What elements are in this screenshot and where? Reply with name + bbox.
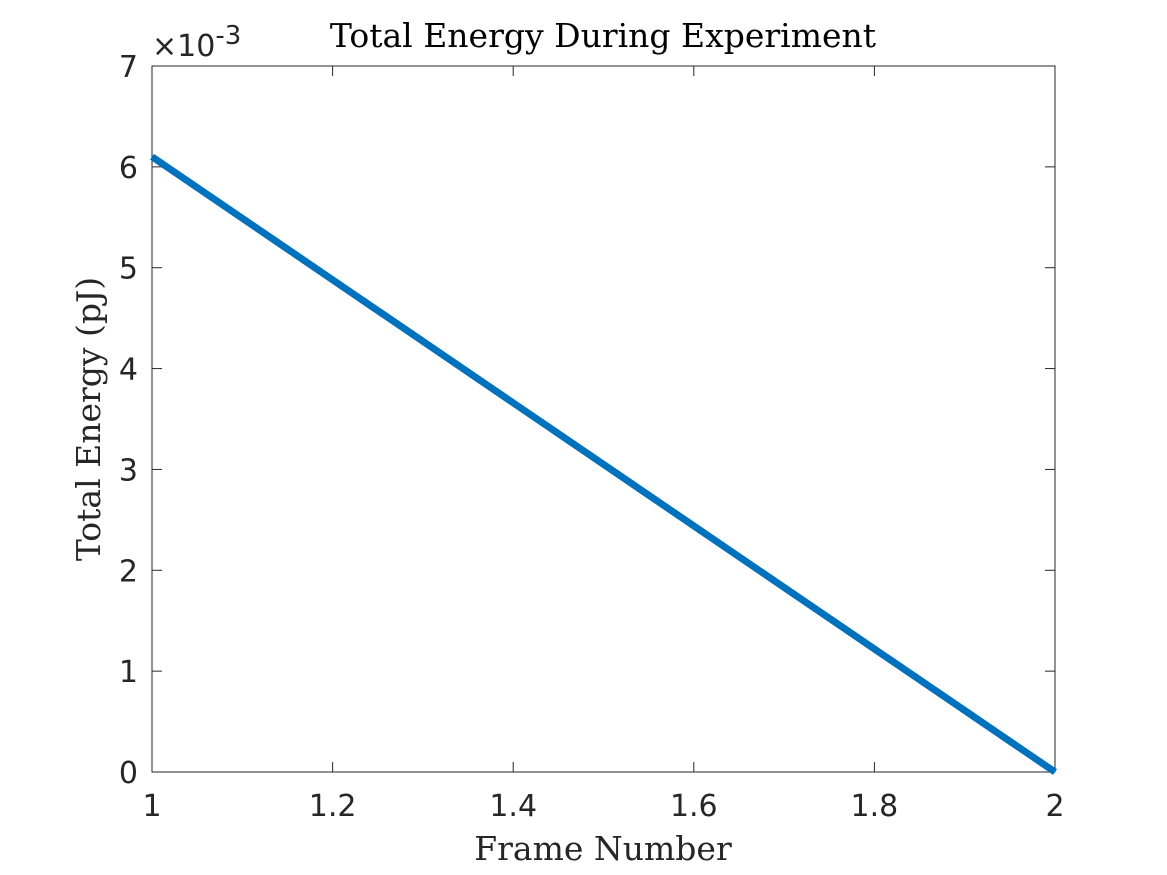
y-tick-label: 0	[119, 756, 138, 791]
y-exponent-power: -3	[215, 21, 241, 51]
x-tick-label: 1.8	[851, 789, 899, 824]
y-exponent-label: ×10-3	[152, 21, 241, 64]
y-tick-label: 4	[119, 353, 138, 388]
y-tick-label: 2	[119, 554, 138, 589]
plot-area	[151, 65, 1056, 773]
y-tick-label: 5	[119, 252, 138, 287]
x-tick-label: 1.2	[309, 789, 357, 824]
chart-title: Total Energy During Experiment	[330, 16, 876, 55]
y-tick-label: 3	[119, 453, 138, 488]
y-axis-title: Total Energy (pJ)	[69, 277, 108, 561]
x-tick-label: 1.4	[489, 789, 537, 824]
x-tick-labels: 1 1.2 1.4 1.6 1.8 2	[142, 789, 1064, 824]
y-tick-label: 1	[119, 655, 138, 690]
series-layer	[150, 153, 1057, 775]
x-axis-title: Frame Number	[474, 829, 732, 868]
x-tick-label: 2	[1045, 789, 1064, 824]
x-tick-label: 1	[142, 789, 161, 824]
y-tick-labels: 0 1 2 3 4 5 6 7	[119, 50, 138, 791]
x-tick-label: 1.6	[670, 789, 718, 824]
tick-marks	[151, 65, 1056, 773]
y-tick-label: 6	[119, 151, 138, 186]
y-exponent-base: ×10	[152, 29, 215, 64]
series-line	[150, 153, 1057, 775]
y-tick-label: 7	[119, 50, 138, 85]
